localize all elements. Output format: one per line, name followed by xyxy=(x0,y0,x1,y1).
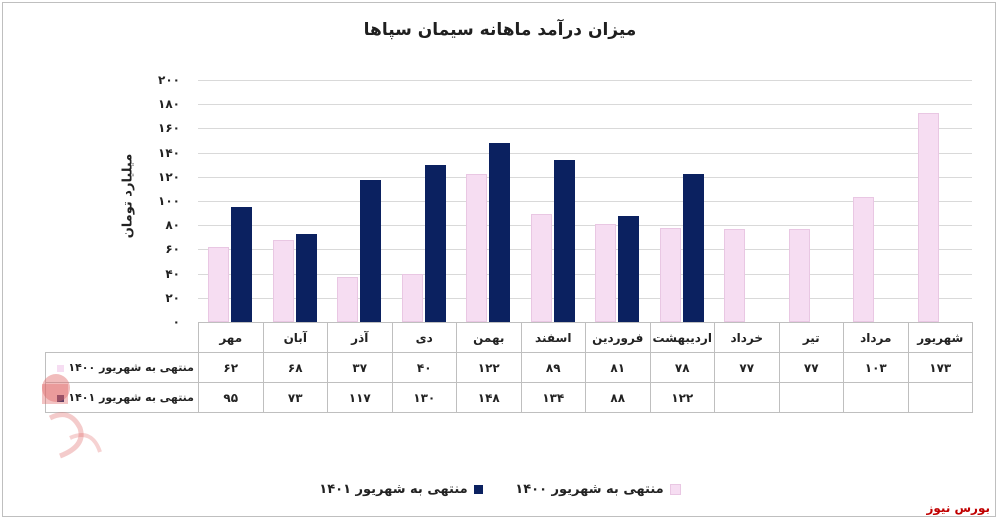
table-category-cell: مرداد xyxy=(843,322,909,353)
table-category-cell: بهمن xyxy=(456,322,522,353)
table-category-cell: اردیبهشت xyxy=(649,322,715,353)
bar-1401-7 xyxy=(682,174,704,322)
bar-1401-3 xyxy=(424,164,446,322)
table-value-cell: ۹۵ xyxy=(198,382,264,413)
table-value-cell: ۸۸ xyxy=(585,382,651,413)
table-value-cell xyxy=(778,382,844,413)
gridline xyxy=(198,128,972,130)
bar-1400-11 xyxy=(917,112,939,322)
table-value-cell: ۱۳۴ xyxy=(520,382,586,413)
table-value-cell: ۷۷ xyxy=(714,352,780,383)
y-tick-label: ۴۰ xyxy=(165,266,180,281)
table-value-cell: ۷۸ xyxy=(649,352,715,383)
table-value-cell: ۴۰ xyxy=(391,352,457,383)
bar-1400-7 xyxy=(659,227,681,322)
bar-1400-10 xyxy=(853,197,875,322)
bar-1401-2 xyxy=(360,180,382,322)
bar-1400-8 xyxy=(724,228,746,322)
table-row-header: منتهی به شهریور ۱۴۰۰ xyxy=(45,352,199,383)
bar-1401-0 xyxy=(231,207,253,322)
gridline xyxy=(198,273,972,275)
table-value-cell: ۱۰۳ xyxy=(843,352,909,383)
table-value-cell: ۱۲۲ xyxy=(649,382,715,413)
table-value-cell: ۶۲ xyxy=(198,352,264,383)
table-value-cell: ۱۱۷ xyxy=(327,382,393,413)
bourse-news-watermark-logo xyxy=(40,358,120,468)
table-row-header: منتهی به شهریور ۱۴۰۱ xyxy=(45,382,199,413)
table-value-cell: ۷۷ xyxy=(778,352,844,383)
y-tick-label: ۱۴۰ xyxy=(158,145,180,160)
table-value-cell xyxy=(714,382,780,413)
y-tick-label: ۸۰ xyxy=(165,218,180,233)
bar-1400-1 xyxy=(272,239,294,322)
gridline xyxy=(198,201,972,202)
table-value-cell: ۸۹ xyxy=(520,352,586,383)
table-category-cell: شهریور xyxy=(907,322,973,353)
y-tick-label: ۲۰ xyxy=(165,290,180,305)
y-tick-label: ۶۰ xyxy=(165,242,180,257)
table-value-cell: ۷۳ xyxy=(262,382,328,413)
gridline xyxy=(198,104,972,106)
y-tick-label: ۰ xyxy=(172,315,180,329)
gridline xyxy=(198,297,972,299)
table-value-cell: ۳۷ xyxy=(327,352,393,383)
y-tick-label: ۱۸۰ xyxy=(158,97,180,112)
gridline xyxy=(198,176,972,178)
table-category-cell: آبان xyxy=(262,322,328,353)
chart-title: میزان درآمد ماهانه سیمان سپاها xyxy=(363,20,637,40)
table-category-cell: خرداد xyxy=(714,322,780,353)
table-value-cell: ۱۲۲ xyxy=(456,352,522,383)
table-value-cell xyxy=(907,382,973,413)
table-value-cell: ۱۴۸ xyxy=(456,382,522,413)
table-value-cell xyxy=(843,382,909,413)
bar-1400-6 xyxy=(595,223,617,322)
bar-1400-2 xyxy=(337,277,359,322)
chart-legend: منتهی به شهریور ۱۴۰۱ منتهی به شهریور ۱۴۰… xyxy=(0,482,1000,497)
y-tick-label: ۱۶۰ xyxy=(158,121,180,136)
bar-1401-6 xyxy=(618,215,640,322)
bar-1400-5 xyxy=(530,214,552,322)
table-value-cell: ۱۳۰ xyxy=(391,382,457,413)
table-corner xyxy=(45,322,199,353)
gridline xyxy=(198,225,972,227)
table-category-cell: مهر xyxy=(198,322,264,353)
y-tick-label: ۱۲۰ xyxy=(158,169,180,184)
gridline xyxy=(198,80,972,81)
table-category-cell: آذر xyxy=(327,322,393,353)
legend-item-1401: منتهی به شهریور ۱۴۰۱ xyxy=(319,482,483,497)
bar-1400-3 xyxy=(401,273,423,322)
y-tick-label: ۱۰۰ xyxy=(158,194,180,208)
bar-1400-0 xyxy=(208,246,230,322)
bar-1400-4 xyxy=(466,174,488,322)
bar-1401-5 xyxy=(553,159,575,322)
brand-label: بورس نیوز xyxy=(926,501,990,515)
bar-1401-4 xyxy=(489,142,511,322)
table-category-cell: اسفند xyxy=(520,322,586,353)
legend-item-1400: منتهی به شهریور ۱۴۰۰ xyxy=(515,482,681,497)
y-tick-label: ۲۰۰ xyxy=(158,73,180,87)
y-axis-label: میلیارد تومان xyxy=(120,153,136,239)
bar-1401-1 xyxy=(295,233,317,322)
gridline xyxy=(198,152,972,154)
table-value-cell: ۸۱ xyxy=(585,352,651,383)
table-category-cell: دی xyxy=(391,322,457,353)
gridline xyxy=(198,249,972,251)
table-category-cell: فروردین xyxy=(585,322,651,353)
table-category-cell: تیر xyxy=(778,322,844,353)
data-table: مهر آبان آذر دی بهمن اسفند فروردین اردیبهشت خردا… xyxy=(45,322,973,413)
bar-1400-9 xyxy=(788,228,810,322)
table-value-cell: ۶۸ xyxy=(262,352,328,383)
table-value-cell: ۱۷۳ xyxy=(907,352,973,383)
